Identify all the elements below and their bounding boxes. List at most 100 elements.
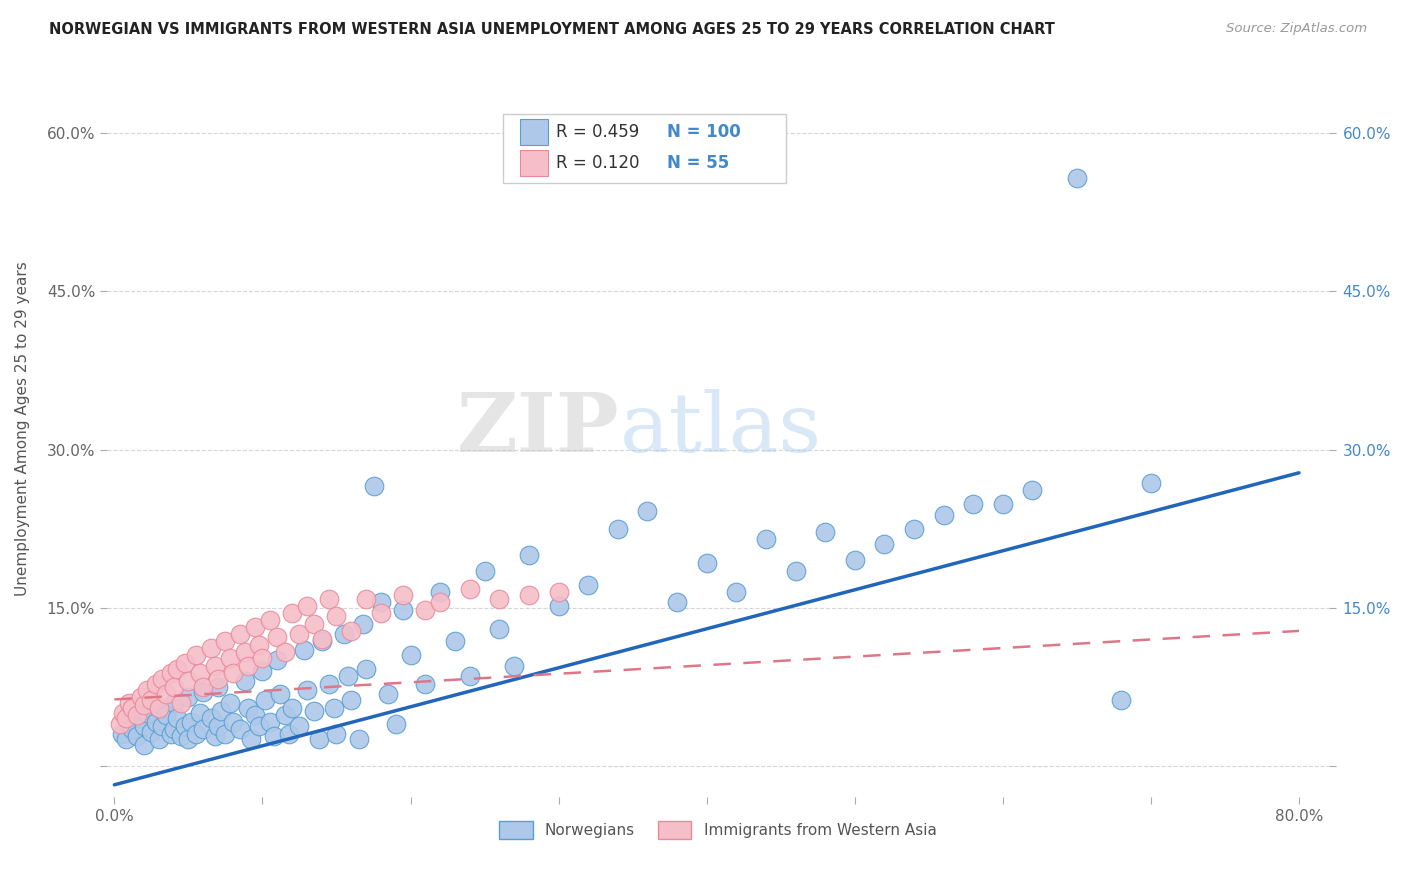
Text: NORWEGIAN VS IMMIGRANTS FROM WESTERN ASIA UNEMPLOYMENT AMONG AGES 25 TO 29 YEARS: NORWEGIAN VS IMMIGRANTS FROM WESTERN ASI… (49, 22, 1054, 37)
Text: R = 0.459: R = 0.459 (557, 123, 640, 142)
Point (141, 725, 163, 739)
Point (166, 662, 188, 676)
Point (141, 693, 163, 707)
Point (363, 479, 385, 493)
Point (129, 690, 152, 705)
Point (177, 690, 200, 705)
Point (503, 658, 526, 673)
Point (214, 727, 236, 741)
Point (236, 701, 259, 715)
Point (115, 732, 138, 747)
Point (273, 645, 295, 659)
Point (991, 497, 1014, 511)
Point (392, 588, 415, 602)
Point (249, 638, 271, 652)
Point (429, 595, 451, 609)
Text: ZIP: ZIP (457, 389, 620, 468)
Point (392, 603, 415, 617)
Point (333, 627, 356, 641)
Point (962, 497, 984, 511)
Point (150, 673, 173, 687)
Point (844, 553, 866, 567)
Point (666, 595, 689, 609)
Point (218, 696, 240, 710)
Point (292, 643, 315, 657)
Point (188, 706, 211, 720)
Text: R = 0.120: R = 0.120 (557, 154, 640, 172)
Point (111, 727, 134, 741)
Point (266, 630, 288, 644)
Point (218, 651, 240, 665)
Point (288, 627, 311, 641)
Point (295, 599, 318, 613)
Point (259, 613, 281, 627)
Point (243, 708, 266, 723)
Point (281, 701, 304, 715)
Point (155, 708, 177, 723)
Point (233, 645, 256, 659)
Point (636, 504, 658, 518)
Point (177, 732, 200, 747)
Point (162, 680, 184, 694)
Legend: Norwegians, Immigrants from Western Asia: Norwegians, Immigrants from Western Asia (494, 815, 942, 845)
Point (200, 711, 222, 725)
Point (121, 701, 143, 715)
Point (155, 687, 177, 701)
Point (903, 522, 925, 536)
Point (370, 606, 392, 620)
Point (576, 577, 599, 591)
Point (606, 522, 628, 536)
Point (110, 716, 132, 731)
Point (132, 698, 155, 712)
Point (547, 599, 569, 613)
Point (170, 729, 193, 743)
Point (517, 588, 540, 602)
Point (204, 658, 226, 673)
Point (354, 592, 377, 607)
Point (204, 729, 226, 743)
Point (429, 585, 451, 599)
Point (229, 722, 252, 736)
Point (166, 711, 188, 725)
Point (148, 732, 170, 747)
Point (785, 564, 807, 578)
Point (259, 714, 281, 729)
Point (239, 732, 262, 747)
Point (311, 632, 333, 647)
Point (207, 680, 229, 694)
Point (145, 714, 167, 729)
Point (318, 676, 340, 690)
Point (340, 693, 363, 707)
Point (311, 634, 333, 648)
Point (229, 627, 252, 641)
Point (125, 708, 148, 723)
Point (347, 732, 370, 747)
Point (304, 704, 326, 718)
Point (547, 585, 569, 599)
Point (354, 662, 377, 676)
Point (174, 656, 197, 670)
Point (254, 693, 277, 707)
Point (755, 532, 778, 546)
Point (273, 708, 295, 723)
Point (1111, 693, 1133, 707)
Point (295, 682, 318, 697)
Point (159, 727, 181, 741)
Text: Source: ZipAtlas.com: Source: ZipAtlas.com (1226, 22, 1367, 36)
Point (222, 714, 245, 729)
Point (148, 701, 170, 715)
Point (159, 666, 181, 681)
Point (725, 585, 748, 599)
Point (932, 508, 955, 522)
Point (1066, 170, 1088, 185)
Point (132, 719, 155, 733)
Text: N = 100: N = 100 (666, 123, 741, 142)
Point (696, 557, 718, 571)
Point (249, 719, 271, 733)
Point (384, 716, 406, 731)
Point (188, 666, 211, 681)
Point (174, 719, 197, 733)
Point (318, 592, 340, 607)
Point (150, 719, 173, 733)
Point (488, 622, 510, 636)
